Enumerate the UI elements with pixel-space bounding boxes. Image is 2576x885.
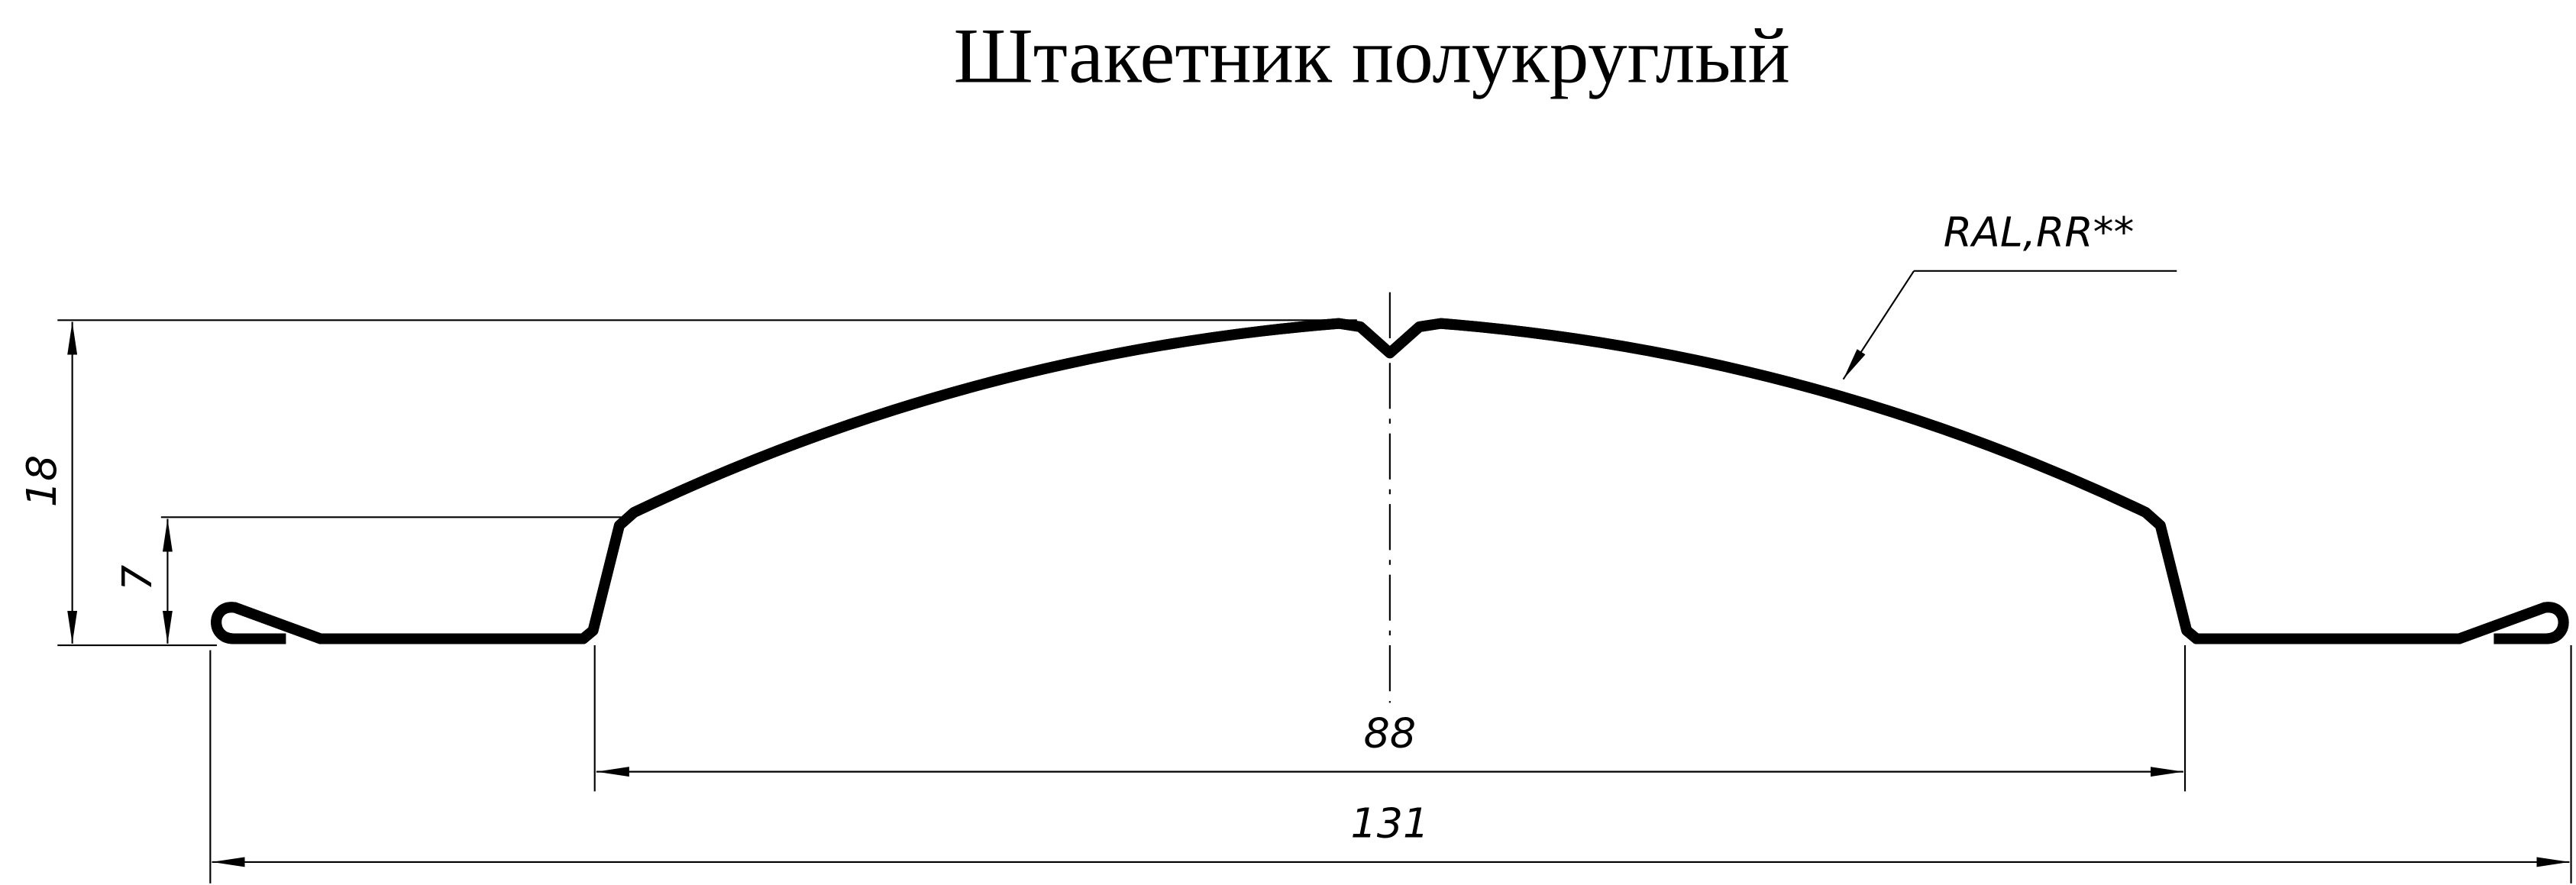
extension-lines — [57, 319, 2572, 883]
drawing-title: Штакетник полукруглый — [954, 13, 1790, 100]
coating-leader — [1842, 270, 2177, 380]
coating-note: RAL,RR** — [1944, 208, 2135, 257]
dimension-18-label: 18 — [18, 455, 66, 507]
dimension-88-label: 88 — [1364, 709, 1416, 757]
dimension-131-label: 131 — [1351, 799, 1430, 848]
dimension-7-label: 7 — [113, 565, 161, 591]
